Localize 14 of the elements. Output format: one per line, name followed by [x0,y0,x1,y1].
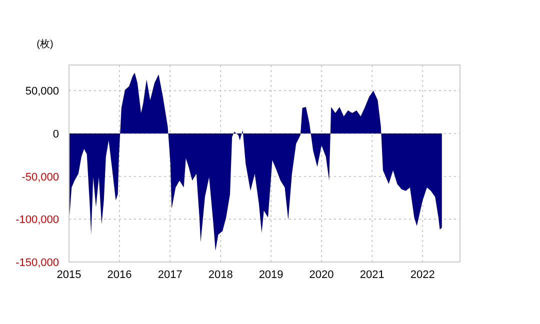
x-tick-label: 2022 [410,269,435,281]
y-tick-label: -150,000 [16,257,59,269]
x-tick-label: 2019 [258,269,284,281]
y-tick-label: -50,000 [22,171,59,184]
y-tick-label: -100,000 [16,214,59,226]
y-axis-title: (枚) [36,38,54,50]
x-tick-label: 2018 [208,269,233,281]
y-tick-label: 50,000 [25,86,59,98]
x-tick-label: 2016 [107,269,132,281]
x-tick-label: 2017 [158,269,182,281]
x-tick-label: 2021 [360,269,384,281]
x-tick-label: 2020 [309,269,334,281]
y-tick-label: 0 [52,128,59,141]
x-tick-label: 2015 [56,269,82,281]
